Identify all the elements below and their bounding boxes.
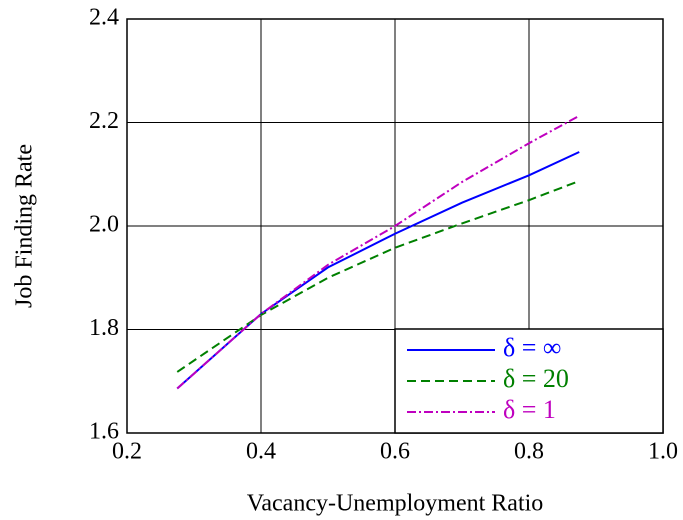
y-axis-label: Job Finding Rate [12,144,38,308]
y-tick-label: 1.8 [89,315,119,341]
x-tick-label: 1.0 [648,439,678,465]
series-line [176,180,580,373]
x-tick-label: 0.8 [514,439,544,465]
x-axis-label: Vacancy-Unemployment Ratio [247,491,544,517]
x-tick-label: 0.6 [380,439,410,465]
x-tick-label: 0.4 [246,439,276,465]
y-tick-label: 2.4 [89,5,119,31]
series-line [176,114,580,390]
legend-label: δ = ∞ [503,333,561,362]
legend-label: δ = 1 [503,395,556,424]
y-tick-label: 2.0 [89,212,119,238]
y-tick-label: 1.6 [89,419,119,445]
x-tick-label: 0.2 [112,439,142,465]
legend-label: δ = 20 [503,364,569,393]
y-tick-label: 2.2 [89,108,119,134]
